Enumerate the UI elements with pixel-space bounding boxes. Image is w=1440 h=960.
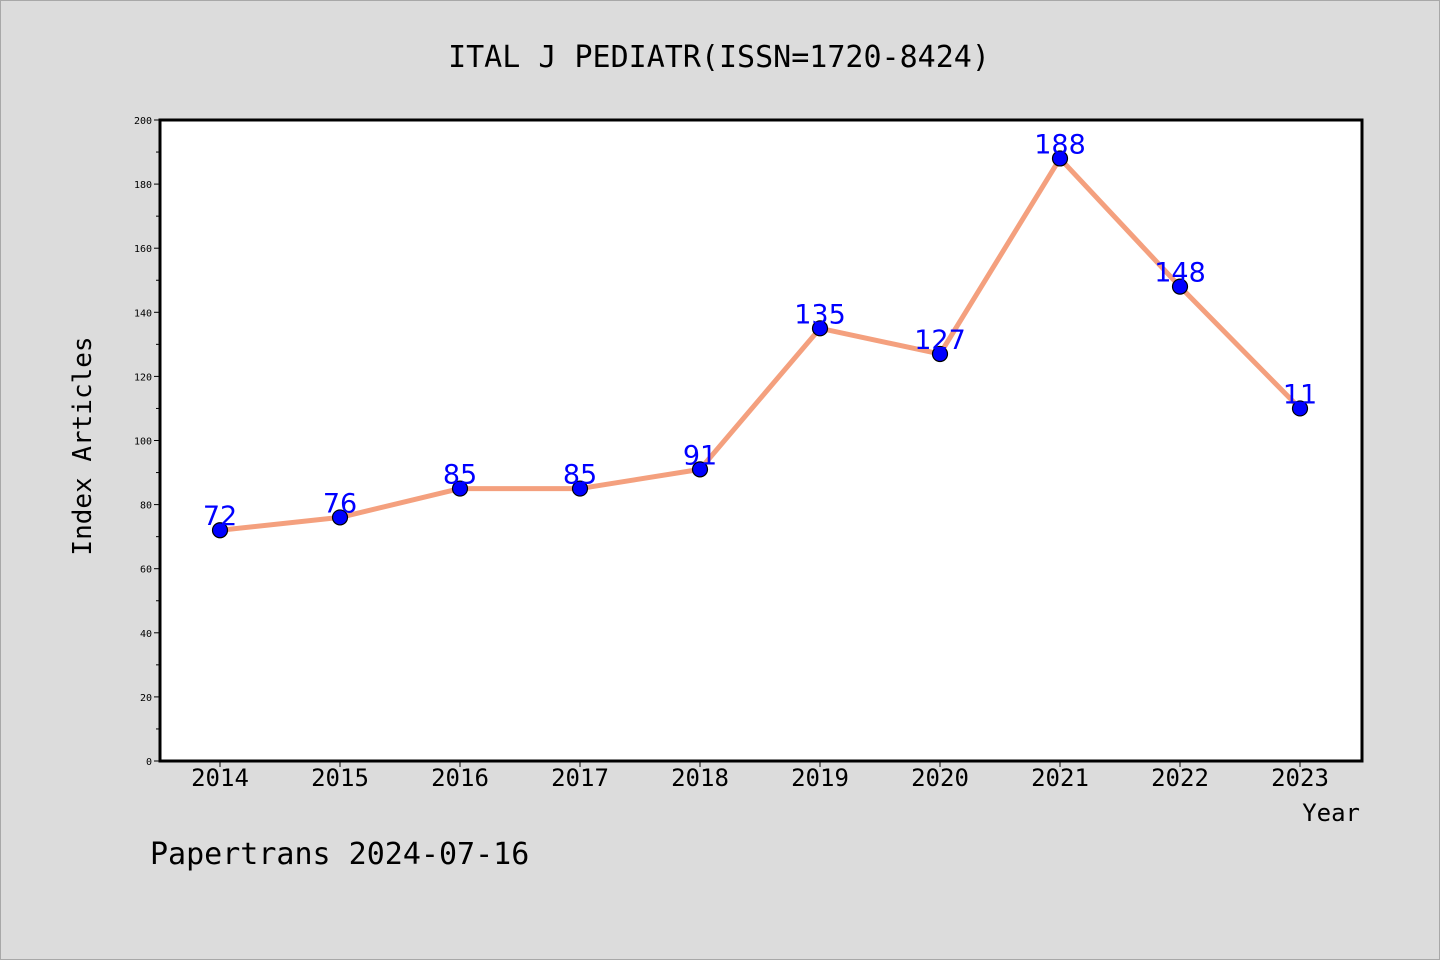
- y-tick-label: 160: [134, 244, 152, 255]
- x-tick-label: 2019: [791, 764, 849, 792]
- y-tick-label: 40: [140, 629, 152, 640]
- chart-title: ITAL J PEDIATR(ISSN=1720-8424): [448, 40, 990, 75]
- y-tick-label: 20: [140, 693, 152, 704]
- x-tick-label: 2020: [911, 764, 969, 792]
- footer-text: Papertrans 2024-07-16: [150, 837, 529, 872]
- x-tick-label: 2022: [1151, 764, 1209, 792]
- x-tick-label: 2023: [1271, 764, 1329, 792]
- data-label: 72: [203, 501, 237, 532]
- data-label: 76: [323, 488, 357, 519]
- data-point: [1171, 278, 1189, 295]
- y-tick-label: 0: [146, 757, 152, 768]
- x-tick-label: 2015: [311, 764, 369, 792]
- data-point: [691, 461, 709, 478]
- x-tick-label: 2018: [671, 764, 729, 792]
- data-label: 91: [683, 440, 717, 471]
- data-point: [811, 320, 829, 337]
- data-label: 127: [914, 325, 966, 356]
- y-tick-label: 200: [134, 116, 152, 127]
- data-label: 85: [563, 460, 597, 491]
- y-tick-label: 180: [134, 180, 152, 191]
- data-point: [571, 480, 589, 497]
- data-point: [451, 480, 469, 497]
- plot-area: [158, 118, 1364, 763]
- x-tick-label: 2016: [431, 764, 489, 792]
- x-tick-label: 2021: [1031, 764, 1089, 792]
- y-axis-label: Index Articles: [68, 336, 98, 555]
- x-axis-label: Year: [1302, 799, 1360, 827]
- series-line-group: 72 76 85 85 91 135 127 188 148 11: [203, 129, 1317, 539]
- y-axis: 0 20 40 60 80 100 120 140 160 180 200: [134, 116, 160, 768]
- data-point: [931, 345, 949, 363]
- data-label: 188: [1034, 129, 1086, 160]
- y-tick-label: 100: [134, 437, 152, 448]
- data-point: [331, 509, 349, 526]
- data-point: [211, 522, 229, 539]
- y-tick-label: 140: [134, 308, 152, 319]
- x-axis: 2014 2015 2016 2017 2018 2019 2020 2021 2022 2023: [191, 761, 1329, 792]
- data-label: 148: [1154, 258, 1206, 289]
- y-tick-label: 80: [140, 501, 152, 512]
- data-label: 85: [443, 460, 477, 491]
- x-tick-label: 2014: [191, 764, 249, 792]
- data-point: [1051, 150, 1069, 167]
- series-line: [217, 155, 1303, 533]
- y-tick-label: 60: [140, 565, 152, 576]
- data-point: [1291, 400, 1309, 417]
- data-label: 11: [1283, 379, 1317, 410]
- x-tick-label: 2017: [551, 764, 609, 792]
- data-label: 135: [794, 299, 846, 330]
- y-tick-label: 120: [134, 372, 152, 383]
